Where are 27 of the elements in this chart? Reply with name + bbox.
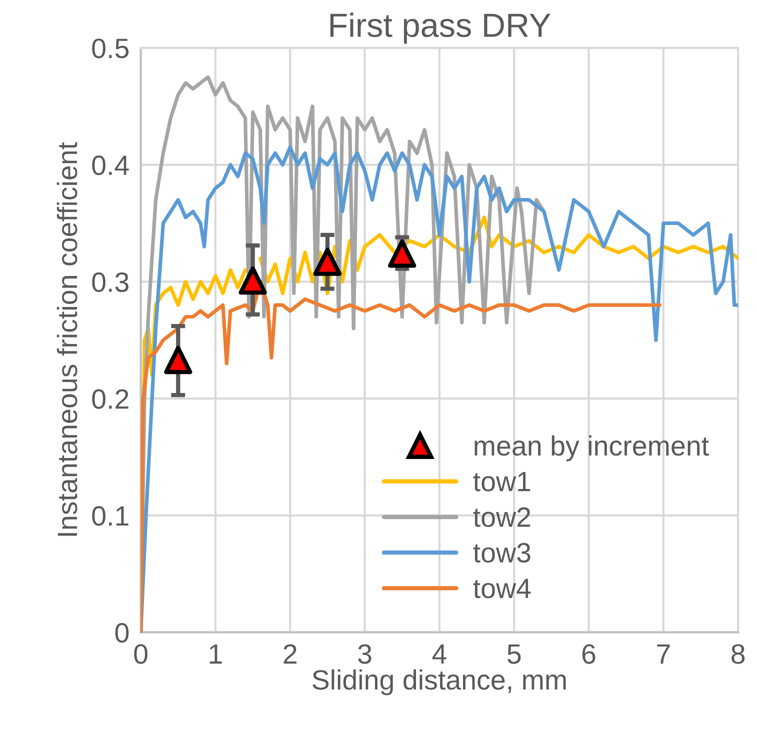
x-tick-label: 1: [210, 644, 222, 664]
point: [238, 266, 267, 295]
x-tick-label: 2: [284, 644, 296, 664]
y-tick-label: 0: [115, 623, 129, 643]
y-axis-title: Instantaneous friction coefficient: [56, 142, 78, 536]
x-tick-label: 7: [657, 644, 670, 664]
y-tick-label: 0.2: [92, 389, 128, 409]
x-axis-title: Sliding distance, mm: [312, 669, 566, 696]
x-tick-label: 4: [432, 644, 446, 664]
point: [388, 240, 416, 268]
legend-label: mean by increment: [474, 435, 709, 462]
legend-label: tow3: [473, 542, 530, 563]
x-tick-label: 5: [507, 644, 521, 664]
legend-label: tow2: [473, 507, 530, 527]
x-tick-label: 0: [134, 644, 148, 664]
x-tick-label: 3: [358, 644, 372, 664]
x-tick-label: 8: [732, 644, 745, 664]
legend-label: tow1: [473, 472, 530, 492]
y-tick-label: 0.5: [92, 38, 129, 58]
point: [313, 248, 342, 276]
y-tick-label: 0.3: [92, 272, 128, 292]
point: [164, 346, 192, 374]
legend-label: tow4: [473, 578, 531, 598]
y-tick-label: 0.4: [92, 155, 129, 176]
x-tick-label: 6: [582, 644, 596, 664]
chart-title: First pass DRY: [330, 12, 550, 44]
y-tick-label: 0.1: [92, 506, 128, 526]
